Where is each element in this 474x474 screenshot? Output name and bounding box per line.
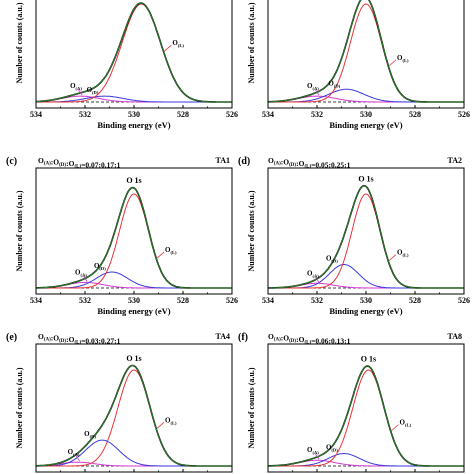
label-OL: O(L): [165, 246, 177, 255]
label-OD: O(D): [94, 262, 106, 271]
arrow-OL: [156, 421, 165, 429]
x-tick-label: 526: [226, 296, 238, 305]
panel-letter: (d): [238, 156, 250, 167]
ratio-annotation: O(A):O(D):O(L)=0.03:0.27:1: [38, 332, 121, 346]
y-axis-label: Number of counts (a.u.): [15, 190, 24, 271]
fitted-line: [36, 187, 232, 289]
x-tick-label: 532: [311, 296, 323, 305]
ratio-annotation: O(A):O(D):O(L)=0.06:0.13:1: [268, 332, 351, 346]
x-tick-label: 534: [30, 296, 42, 305]
panel-letter: (f): [238, 332, 248, 343]
fitted-line: [268, 365, 464, 467]
sample-label: TA8: [447, 332, 462, 341]
panel-c: 534 532 530 528 526 Binding energy (eV) Number…: [6, 156, 238, 316]
x-tick-label: 530: [128, 296, 140, 305]
sample-label: TA1: [215, 156, 230, 165]
x-tick-label: 526: [458, 110, 470, 119]
label-OD: O(D): [87, 86, 99, 95]
label-OL: O(L): [397, 54, 409, 63]
x-tick-label: 534: [262, 296, 274, 305]
label-OA: O(A): [68, 448, 80, 457]
x-tick-label: 532: [79, 296, 91, 305]
ratio-annotation: O(A):O(D):O(L)=0.05:0.25:1: [268, 156, 351, 170]
x-axis-label: Binding energy (eV): [329, 120, 402, 130]
label-OA: O(A): [307, 82, 319, 91]
peak-label-o1s: O 1s: [361, 354, 376, 363]
arrow-OL: [156, 251, 165, 259]
arrow-OL: [388, 59, 397, 67]
x-tick-label: 528: [409, 296, 421, 305]
peak-label-o1s: O 1s: [126, 354, 141, 363]
arrow-OL: [391, 424, 399, 431]
label-OA: O(A): [70, 82, 82, 91]
x-tick-label: 532: [79, 110, 91, 119]
label-OD: O(D): [326, 444, 338, 453]
x-tick-label: 528: [177, 296, 189, 305]
series-OD-line: [36, 95, 232, 103]
x-axis-label: Binding energy (eV): [97, 306, 170, 316]
arrow-OA: [314, 276, 320, 283]
label-OA: O(A): [307, 269, 319, 278]
label-OL: O(L): [165, 416, 177, 425]
arrow-OL: [164, 44, 172, 52]
x-tick-label: 526: [458, 296, 470, 305]
arrow-OA: [314, 88, 320, 96]
fitted-line: [36, 2, 232, 103]
fitted-line: [36, 365, 232, 467]
panel-letter: (c): [6, 156, 17, 167]
peak-label-o1s: O 1s: [358, 174, 373, 183]
x-tick-label: 526: [226, 110, 238, 119]
label-OD: O(D): [328, 79, 340, 88]
panel-letter: (e): [6, 332, 17, 343]
y-axis-label: Number of counts (a.u.): [247, 190, 256, 271]
arrow-OA: [82, 275, 88, 282]
label-OD: O(D): [326, 255, 338, 264]
x-tick-label: 530: [128, 110, 140, 119]
label-OA: O(A): [307, 446, 319, 455]
x-tick-label: 528: [409, 110, 421, 119]
panel-d: 534 532 530 528 526 Binding energy (eV) Number…: [238, 156, 470, 316]
label-OA: O(A): [75, 268, 87, 277]
x-tick-label: 528: [177, 110, 189, 119]
panels-group: 534 532 530 528 526 Binding energy (eV) Number…: [6, 0, 470, 473]
x-tick-label: 530: [360, 110, 372, 119]
sample-label: TA2: [447, 156, 462, 165]
label-OD: O(D): [84, 430, 96, 439]
arrow-OA: [77, 88, 83, 96]
arrow-OL: [388, 254, 397, 261]
y-axis-label: Number of counts (a.u.): [15, 367, 24, 448]
sample-label: TA4: [215, 332, 230, 341]
fitted-line: [268, 185, 464, 289]
peak-label-o1s: O 1s: [126, 176, 141, 185]
y-axis-label: Number of counts (a.u.): [247, 2, 256, 83]
x-axis-label: Binding energy (eV): [97, 120, 170, 130]
y-axis-label: Number of counts (a.u.): [247, 367, 256, 448]
panel-a: 534 532 530 528 526 Binding energy (eV) Number…: [15, 0, 238, 130]
panel-b: 534 532 530 528 526 Binding energy (eV) Number…: [247, 0, 470, 130]
x-axis-label: Binding energy (eV): [329, 306, 402, 316]
label-OL: O(L): [400, 419, 412, 428]
x-tick-label: 530: [360, 296, 372, 305]
x-tick-label: 532: [311, 110, 323, 119]
label-OL: O(L): [172, 39, 184, 48]
arrow-OA: [75, 454, 80, 462]
label-OL: O(L): [397, 249, 409, 258]
fitted-line: [268, 0, 464, 103]
x-tick-label: 534: [30, 110, 42, 119]
ratio-annotation: O(A):O(D):O(L)=0.07:0.17:1: [38, 156, 121, 170]
x-tick-label: 534: [262, 110, 274, 119]
arrow-OA: [314, 453, 320, 460]
y-axis-label: Number of counts (a.u.): [15, 2, 24, 83]
